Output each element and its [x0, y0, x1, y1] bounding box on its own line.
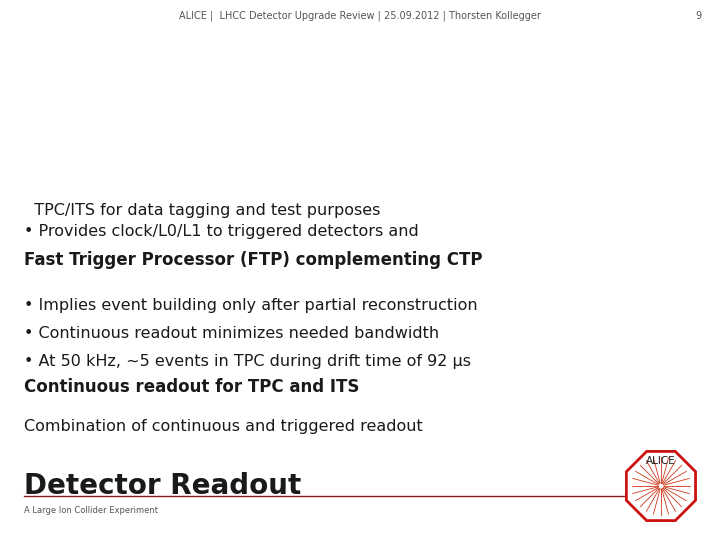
- Text: • Provides clock/L0/L1 to triggered detectors and: • Provides clock/L0/L1 to triggered dete…: [24, 224, 418, 239]
- Text: 9: 9: [696, 10, 702, 21]
- Text: • Continuous readout minimizes needed bandwidth: • Continuous readout minimizes needed ba…: [24, 326, 439, 341]
- Text: Fast Trigger Processor (FTP) complementing CTP: Fast Trigger Processor (FTP) complementi…: [24, 251, 482, 269]
- Text: • At 50 kHz, ~5 events in TPC during drift time of 92 μs: • At 50 kHz, ~5 events in TPC during dri…: [24, 354, 471, 369]
- Text: Combination of continuous and triggered readout: Combination of continuous and triggered …: [24, 418, 423, 434]
- Text: • Implies event building only after partial reconstruction: • Implies event building only after part…: [24, 298, 477, 313]
- Text: ALICE: ALICE: [646, 456, 676, 467]
- Text: ALICE |  LHCC Detector Upgrade Review | 25.09.2012 | Thorsten Kollegger: ALICE | LHCC Detector Upgrade Review | 2…: [179, 10, 541, 21]
- Text: A Large Ion Collider Experiment: A Large Ion Collider Experiment: [24, 506, 158, 515]
- Text: Continuous readout for TPC and ITS: Continuous readout for TPC and ITS: [24, 378, 359, 396]
- Text: Detector Readout: Detector Readout: [24, 472, 301, 501]
- Text: TPC/ITS for data tagging and test purposes: TPC/ITS for data tagging and test purpos…: [24, 202, 380, 218]
